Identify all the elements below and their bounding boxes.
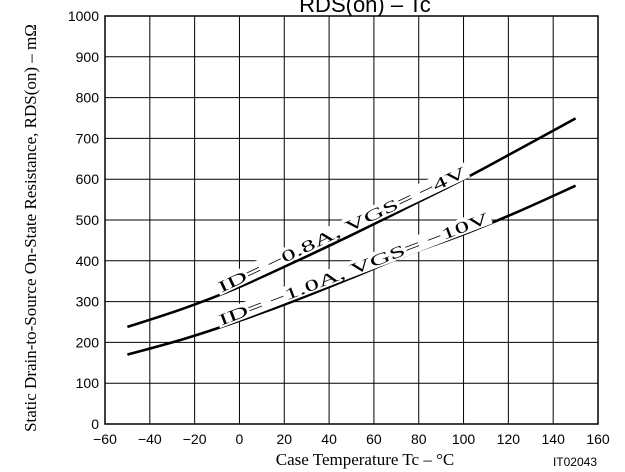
x-tick-label: 0	[236, 431, 244, 447]
y-tick-label: 1000	[68, 8, 99, 24]
x-tick-label: 120	[497, 431, 521, 447]
x-tick-label: 140	[542, 431, 566, 447]
y-tick-label: 500	[76, 212, 100, 228]
series-label-background	[213, 162, 471, 296]
chart-title: RDS(on) – Tc	[299, 0, 431, 17]
x-tick-label: −40	[138, 431, 162, 447]
y-tick-label: 600	[76, 171, 100, 187]
series-line	[127, 117, 577, 329]
x-axis-label: Case Temperature Tc – °C	[276, 450, 454, 469]
y-tick-label: 800	[76, 90, 100, 106]
plot-area	[104, 15, 599, 425]
y-tick-label: 400	[76, 253, 100, 269]
x-tick-label: 40	[321, 431, 337, 447]
y-tick-label: 0	[91, 416, 99, 432]
x-tick-label: 20	[276, 431, 292, 447]
y-tick-label: 700	[76, 130, 100, 146]
x-tick-label: −60	[93, 431, 117, 447]
y-tick-label: 300	[76, 294, 100, 310]
x-tick-label: 80	[411, 431, 427, 447]
y-tick-labels: 0 100 200 300 400 500 600 700 800 900 1000	[68, 8, 99, 432]
x-tick-label: 160	[586, 431, 610, 447]
x-tick-label: −20	[183, 431, 207, 447]
x-tick-label: 100	[452, 431, 476, 447]
x-tick-label: 60	[366, 431, 382, 447]
y-axis-label: Static Drain-to-Source On-State Resistan…	[21, 24, 40, 432]
y-tick-label: 100	[76, 375, 100, 391]
y-tick-label: 900	[76, 49, 100, 65]
x-tick-labels: −60 −40 −20 0 20 40 60 80 100 120 140 160	[93, 431, 610, 447]
series-line	[127, 184, 577, 356]
series-label-background	[214, 208, 493, 329]
figure-id: IT02043	[553, 455, 597, 469]
y-tick-label: 200	[76, 334, 100, 350]
